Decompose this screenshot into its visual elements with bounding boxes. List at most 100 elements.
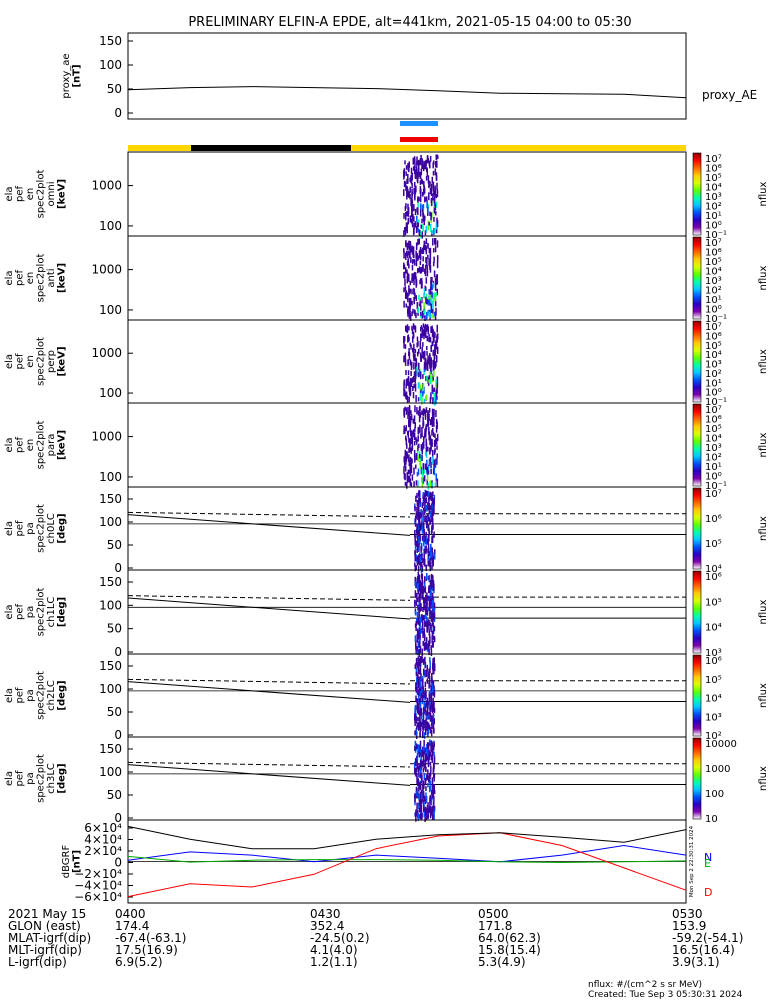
science-zone-red (400, 137, 438, 142)
colorbar-7-label: nflux (758, 683, 769, 708)
flux-pixel-7-240 (432, 668, 435, 674)
flux-pixel-3-257 (408, 347, 410, 356)
colorbar-5-tick-3: 10⁴ (705, 564, 722, 575)
ephemeris-row-2-col-2: -24.5(0.2) (310, 931, 370, 945)
panel-1-ylabel-1: pef (14, 186, 25, 203)
flux-pixel-3-63 (423, 398, 426, 403)
ephemeris-table: 2021 May 15 0400 0430 0500 0530 GLON (east) 17… (8, 907, 743, 969)
panel-6-ytick-1: 100 (99, 598, 122, 612)
flux-pixel-8-66 (429, 771, 432, 777)
flux-pixel-3-253 (412, 385, 414, 392)
flux-pixel-7-90 (422, 730, 424, 739)
panel-6-ylabel-5: [deg] (56, 597, 67, 627)
flux-pixel-2-227 (413, 278, 415, 286)
flux-pixel-2-187 (433, 293, 435, 302)
flux-pixel-7-212 (426, 700, 428, 706)
flux-pixel-4-235 (407, 411, 409, 419)
flux-pixel-2-204 (403, 262, 405, 270)
flux-pixel-1-197 (434, 168, 437, 176)
flux-pixel-3-230 (432, 349, 434, 356)
flux-pixel-6-236 (428, 574, 430, 583)
ephemeris-row-0-col-0: 2021 May 15 (8, 907, 86, 921)
flux-pixel-2-94 (432, 300, 434, 309)
flux-pixel-3-0 (425, 324, 428, 332)
flux-pixel-1-53 (421, 231, 424, 239)
flux-pixel-3-259 (430, 360, 433, 368)
ephemeris-row-1-col-3: 171.8 (478, 919, 512, 933)
flux-pixel-4-191 (419, 405, 421, 412)
panel-4-ylabel-0: ela (4, 437, 15, 452)
flux-pixel-4-176 (408, 416, 411, 421)
flux-pixel-3-192 (426, 346, 428, 351)
flux-pixel-6-64 (416, 647, 419, 656)
panel-1-ylabel-2: en (25, 188, 36, 201)
flux-pixel-5-154 (423, 515, 425, 523)
colorbar-2-tick-5: 10² (705, 286, 722, 297)
flux-pixel-7-162 (417, 691, 420, 698)
flux-pixel-2-1 (426, 265, 429, 273)
flux-pixel-4-251 (406, 482, 408, 489)
flux-pixel-5-133 (418, 490, 421, 497)
flux-pixel-4-45 (404, 481, 407, 486)
flux-pixel-7-256 (431, 716, 433, 722)
flux-pixel-5-230 (417, 544, 420, 549)
flux-pixel-3-240 (427, 355, 429, 361)
flux-pixel-5-168 (421, 516, 423, 523)
panel-5-ytick-1: 100 (99, 515, 122, 529)
ephemeris-row-0-col-4: 0530 (672, 907, 703, 921)
flux-pixel-1-201 (413, 204, 415, 211)
flux-pixel-3-74 (428, 337, 430, 342)
flux-pixel-4-70 (409, 478, 412, 486)
flux-pixel-3-37 (414, 348, 417, 353)
flux-pixel-2-76 (434, 312, 437, 320)
flux-pixel-1-144 (413, 222, 415, 230)
colorbar-6 (692, 570, 702, 654)
flux-pixel-4-136 (421, 469, 424, 477)
panel-0-ytick-1: 100 (99, 58, 122, 72)
flux-pixel-4-214 (434, 461, 437, 469)
flux-pixel-5-239 (421, 502, 424, 509)
flux-pixel-2-225 (413, 271, 416, 279)
flux-pixel-7-171 (422, 686, 424, 691)
flux-pixel-6-174 (425, 620, 427, 627)
flux-pixel-3-255 (432, 397, 434, 405)
panel-0-frame (127, 32, 687, 120)
flux-pixel-2-180 (422, 245, 425, 250)
flux-pixel-1-119 (426, 169, 429, 177)
colorbar-2-tick-0: 10⁷ (705, 238, 722, 249)
flux-pixel-8-259 (420, 813, 422, 819)
flux-pixel-8-74 (421, 812, 423, 819)
panel-9-ytick-2: 2×10⁴ (84, 844, 122, 858)
flux-pixel-4-53 (413, 467, 415, 475)
flux-pixel-1-162 (426, 167, 428, 173)
colorbar-2-tick-2: 10⁵ (705, 257, 722, 268)
flux-pixel-3-208 (428, 333, 430, 339)
flux-pixel-5-205 (421, 553, 423, 560)
colorbar-5 (692, 487, 702, 570)
flux-pixel-8-208 (429, 761, 432, 766)
flux-pixel-6-238 (432, 584, 435, 591)
flux-pixel-2-223 (421, 247, 424, 255)
flux-pixel-8-232 (420, 802, 422, 810)
flux-pixel-7-66 (430, 729, 433, 737)
flux-pixel-2-248 (428, 311, 431, 318)
flux-pixel-3-252 (409, 387, 412, 395)
panel-4-ylabel-5: [keV] (56, 430, 67, 460)
flux-pixel-6-248 (418, 585, 421, 591)
flux-pixel-4-232 (408, 454, 410, 462)
flux-pixel-6-83 (430, 624, 432, 633)
panel-7-ytick-0: 150 (99, 659, 122, 673)
flux-pixel-6-188 (421, 581, 424, 587)
flux-pixel-2-26 (403, 251, 405, 259)
flux-pixel-8-202 (429, 784, 432, 791)
flux-pixel-6-122 (431, 585, 434, 592)
flux-pixel-1-226 (427, 225, 430, 231)
colorbar-4-tick-6: 10¹ (705, 462, 722, 473)
flux-pixel-4-194 (429, 447, 431, 455)
flux-pixel-1-132 (406, 194, 408, 200)
panel-8-losscone-line (127, 764, 411, 786)
panel-8-ylabel-1: pef (14, 770, 25, 787)
flux-pixel-4-66 (417, 480, 419, 488)
flux-pixel-5-80 (425, 545, 427, 553)
flux-pixel-4-162 (407, 475, 410, 481)
